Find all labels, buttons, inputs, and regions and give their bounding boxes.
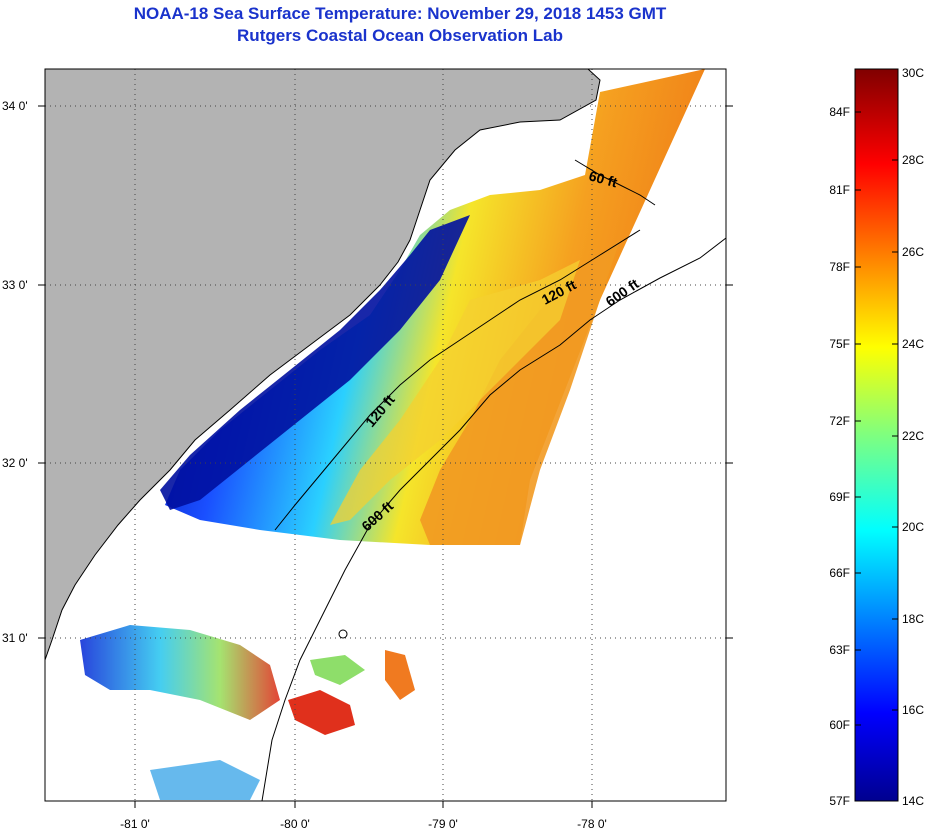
colorbar-label-f: 63F: [829, 643, 850, 657]
sst-nearshore-cold: [160, 215, 470, 510]
sst-south-patch: [80, 625, 280, 720]
sst-warm-patch: [288, 690, 355, 735]
grid-lines: [45, 69, 726, 801]
contour-600ft: [261, 237, 726, 801]
land-area: [45, 69, 600, 660]
sst-green-patch: [310, 655, 365, 685]
lat-label-33: 33 0': [2, 278, 28, 292]
sst-map: 60 ft 120 ft 120 ft 600 ft 600 ft 34 0' …: [2, 68, 733, 831]
colorbar-label-f: 60F: [829, 718, 850, 732]
axis-ticks: [38, 105, 733, 808]
colorbar-label-c: 30C: [902, 66, 924, 80]
colorbar-label-c: 24C: [902, 337, 924, 351]
sst-swath-main: [165, 69, 705, 545]
colorbar-label-c: 22C: [902, 429, 924, 443]
colorbar-gradient: [854, 68, 899, 802]
colorbar-label-f: 84F: [829, 105, 850, 119]
lon-label-78: -78 0': [577, 817, 607, 831]
colorbar-label-c: 28C: [902, 153, 924, 167]
colorbar-label-c: 14C: [902, 794, 924, 808]
colorbar: 84F 81F 78F 75F 72F 69F 66F 63F 60F 57F 30C 28C 26C 2…: [829, 66, 924, 808]
coastline: [45, 69, 601, 661]
colorbar-label-c: 20C: [902, 520, 924, 534]
colorbar-label-f: 81F: [829, 183, 850, 197]
colorbar-label-f: 66F: [829, 566, 850, 580]
lon-label-81: -81 0': [120, 817, 150, 831]
sst-yellow-band: [330, 260, 580, 525]
lon-label-79: -79 0': [428, 817, 458, 831]
colorbar-label-f: 57F: [829, 794, 850, 808]
lat-label-34: 34 0': [2, 99, 28, 113]
colorbar-label-c: 18C: [902, 612, 924, 626]
colorbar-label-f: 78F: [829, 260, 850, 274]
colorbar-label-c: 26C: [902, 245, 924, 259]
contour-120ft: [274, 229, 641, 531]
contour-label-60ft: 60 ft: [587, 167, 619, 190]
lat-label-31: 31 0': [2, 631, 28, 645]
sst-warm-region: [420, 240, 620, 545]
map-title: NOAA-18 Sea Surface Temperature: Novembe…: [133, 4, 667, 23]
sst-south-strip: [150, 760, 260, 800]
lon-label-80: -80 0': [280, 817, 310, 831]
colorbar-label-f: 69F: [829, 490, 850, 504]
colorbar-label-f: 72F: [829, 414, 850, 428]
island-marker: [338, 629, 348, 639]
colorbar-label-c: 16C: [902, 703, 924, 717]
lat-label-32: 32 0': [2, 456, 28, 470]
colorbar-label-f: 75F: [829, 337, 850, 351]
map-subtitle: Rutgers Coastal Ocean Observation Lab: [237, 26, 563, 45]
sst-warm-patch-2: [385, 650, 415, 700]
contour-60ft: [574, 159, 656, 206]
